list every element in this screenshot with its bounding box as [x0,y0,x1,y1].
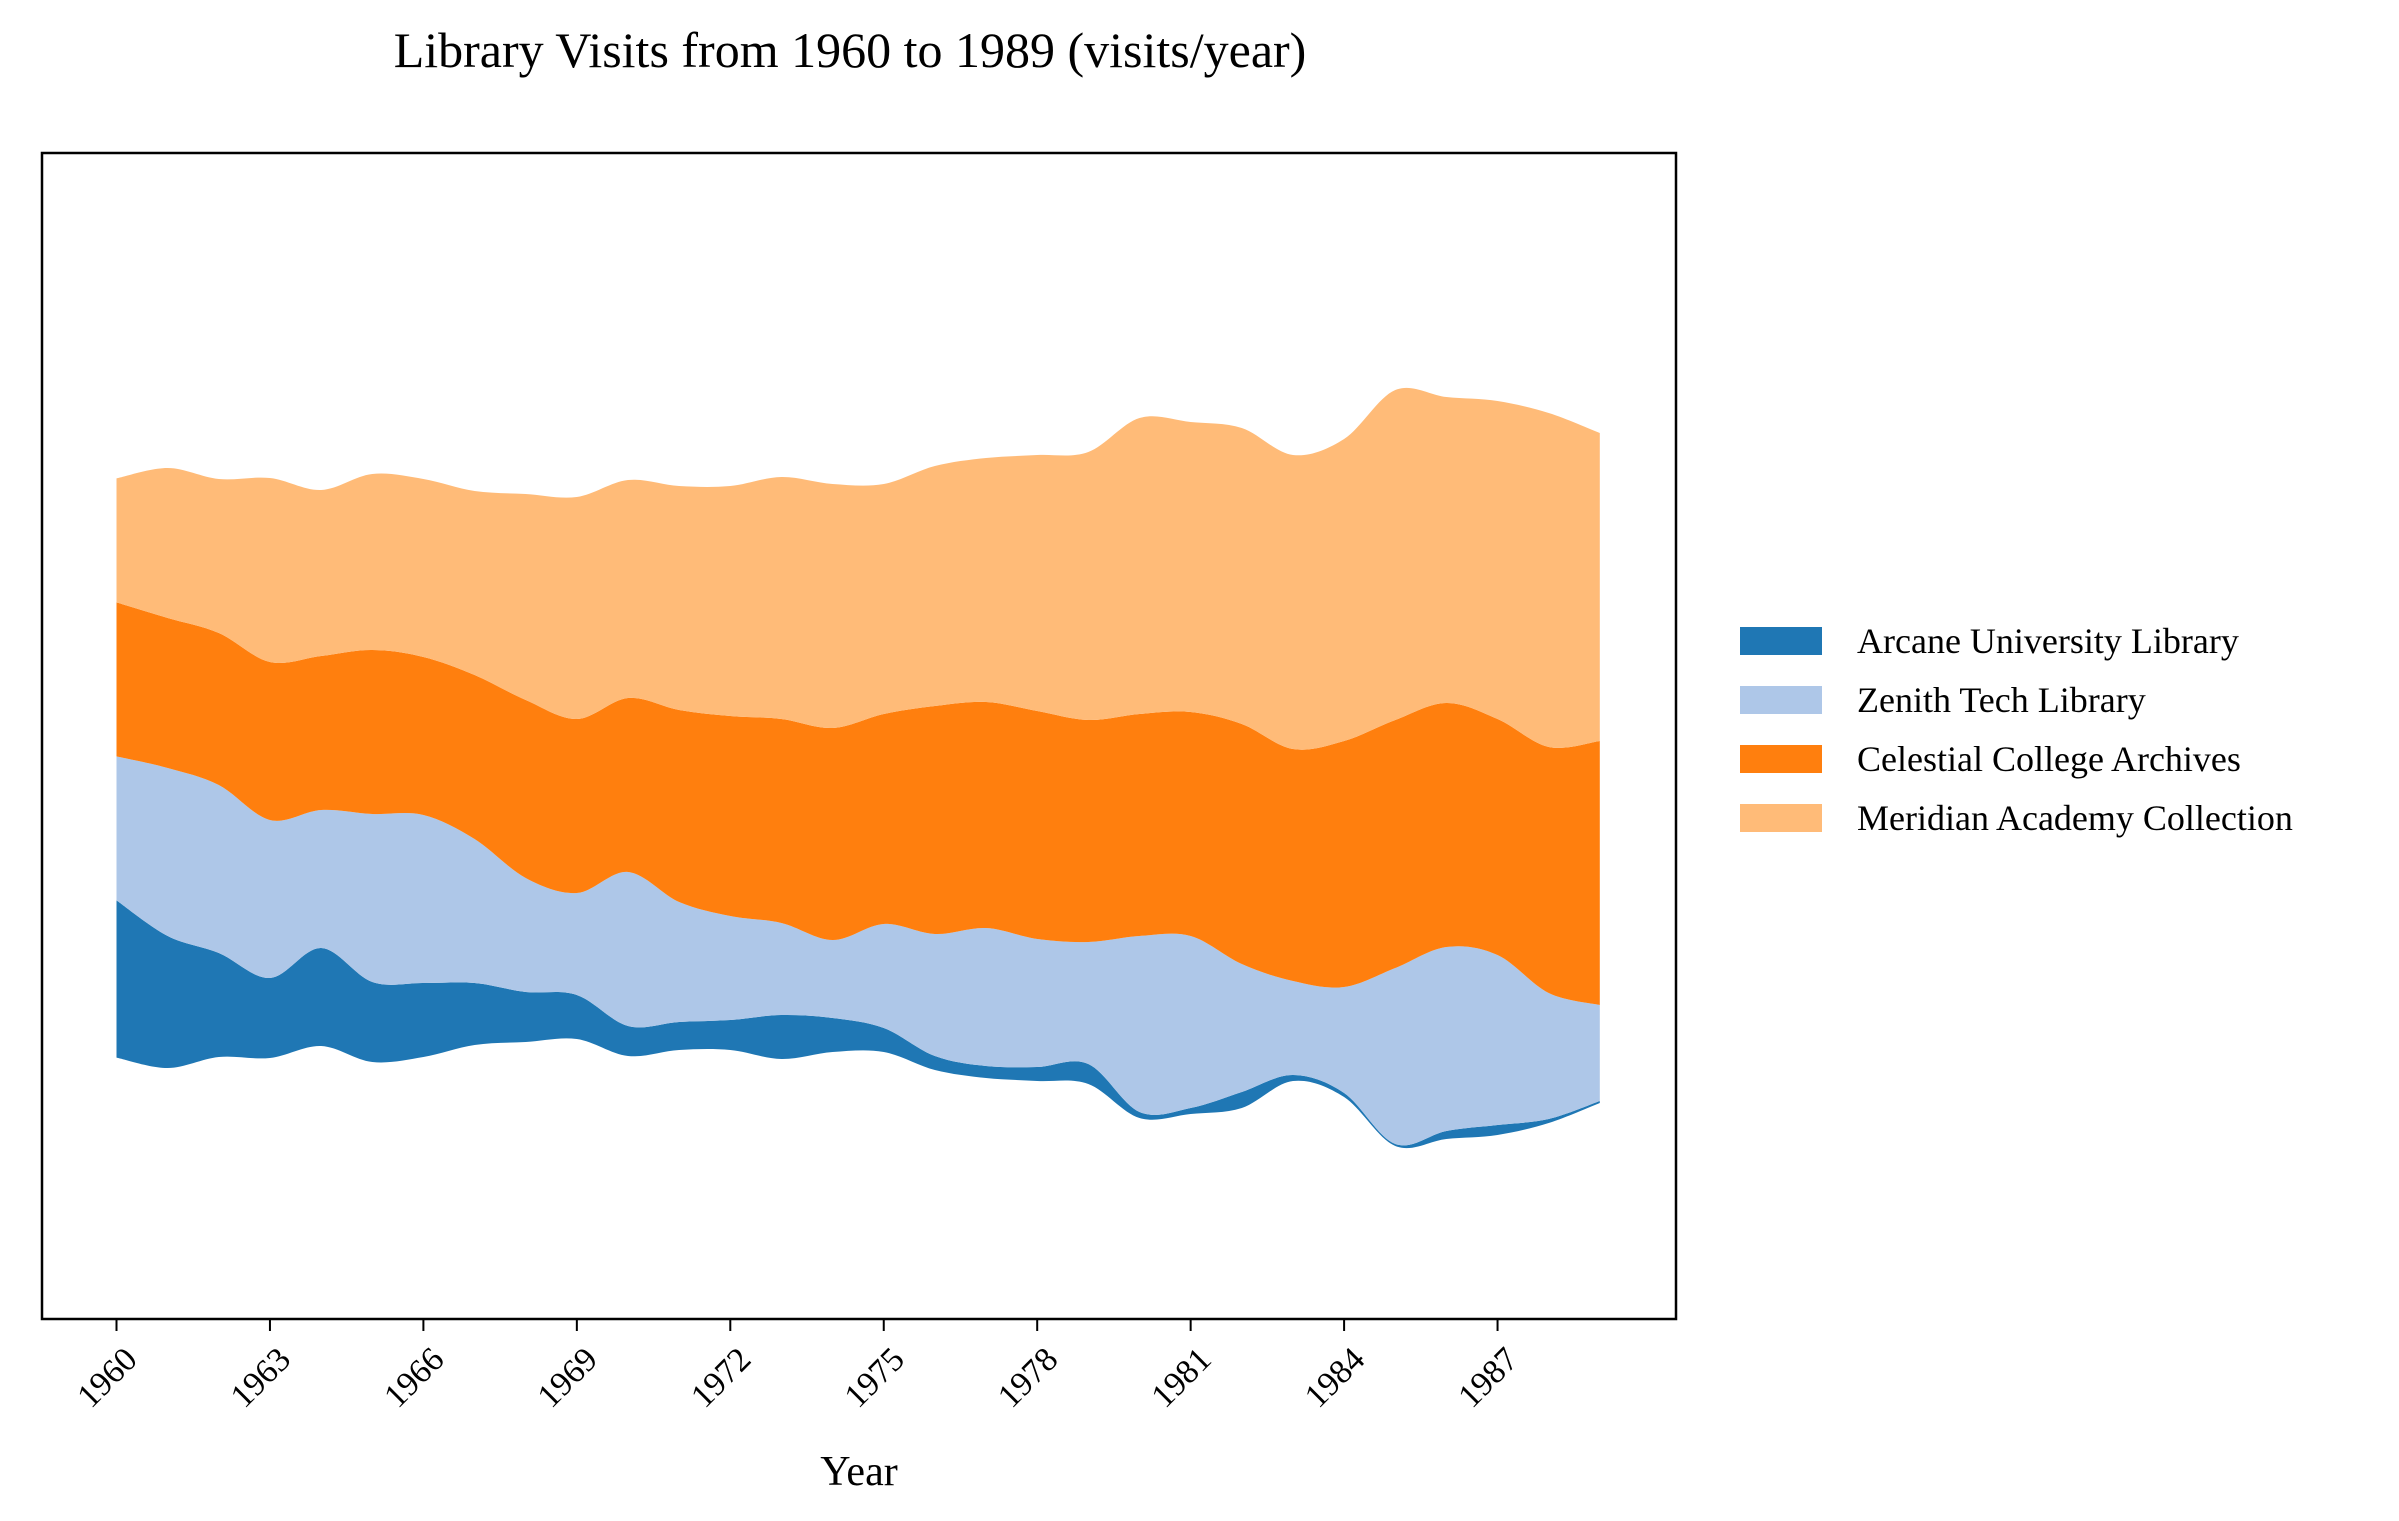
stream-area-celestial-college-archives [116,602,1600,1005]
legend-label: Zenith Tech Library [1857,680,2146,720]
stream-area-zenith-tech-library [116,756,1600,1146]
legend-swatch [1740,745,1822,773]
stream-area-meridian-academy-collection [116,387,1600,750]
stream-area-arcane-university-library [116,900,1600,1149]
plot-frame [40,151,1678,1321]
x-axis-label: Year [820,1449,897,1495]
legend-label: Arcane University Library [1857,621,2239,661]
legend-swatch [1740,627,1822,655]
legend-label: Celestial College Archives [1857,739,2241,779]
legend: Arcane University Library Zenith Tech Lib… [1740,621,2293,838]
legend-label: Meridian Academy Collection [1857,798,2293,838]
stream-areas [116,387,1600,1149]
legend-swatch [1740,804,1822,832]
chart-title: Library Visits from 1960 to 1989 (visits… [394,22,1307,78]
legend-swatch [1740,686,1822,714]
